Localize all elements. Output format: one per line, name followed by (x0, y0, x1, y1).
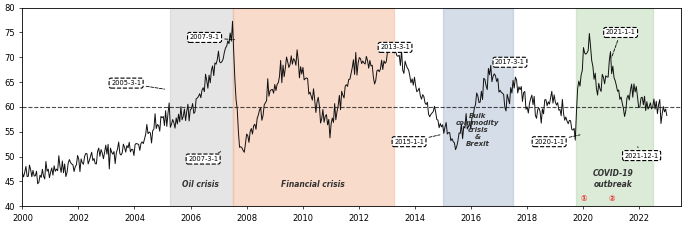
Text: 2020-1-1: 2020-1-1 (534, 135, 580, 145)
Text: ①: ① (581, 194, 588, 203)
Text: Bulk
commodity
crisis
&
Brexit: Bulk commodity crisis & Brexit (456, 113, 499, 147)
Text: COVID-19
outbreak: COVID-19 outbreak (593, 169, 634, 189)
Text: 2017-3-1: 2017-3-1 (495, 59, 525, 66)
Text: Financial crisis: Financial crisis (281, 180, 345, 189)
Text: 2005-3-1: 2005-3-1 (111, 80, 164, 89)
Text: 2007-3-1: 2007-3-1 (188, 152, 221, 162)
Text: Oil crisis: Oil crisis (182, 180, 219, 189)
Text: ②: ② (609, 194, 615, 203)
Text: 2007-9-1: 2007-9-1 (190, 35, 234, 40)
Text: 2015-1-1: 2015-1-1 (394, 135, 440, 145)
Text: 2013-3-1: 2013-3-1 (380, 44, 410, 50)
Bar (233, 8, 394, 206)
Bar (169, 8, 233, 206)
Text: 2021-12-1: 2021-12-1 (625, 147, 659, 159)
Bar (576, 8, 653, 206)
Text: 2021-1-1: 2021-1-1 (606, 30, 636, 57)
Bar (443, 8, 513, 206)
